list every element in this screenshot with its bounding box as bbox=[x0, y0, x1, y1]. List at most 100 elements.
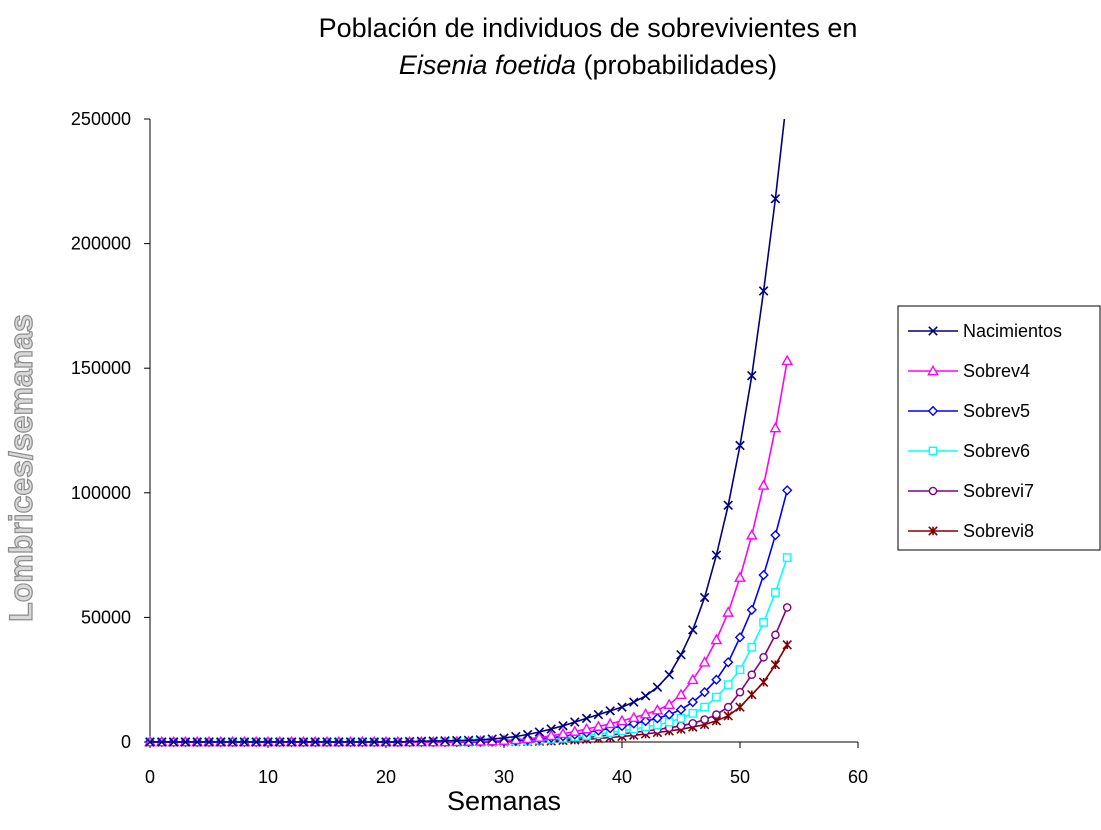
x-tick-label: 30 bbox=[494, 767, 514, 787]
data-point bbox=[640, 691, 651, 701]
data-point bbox=[735, 440, 745, 451]
chart-title-suffix: (probabilidades) bbox=[576, 50, 777, 80]
data-point bbox=[605, 706, 615, 716]
data-point bbox=[699, 686, 710, 698]
chart-title-species: Eisenia foetida bbox=[399, 50, 576, 80]
data-point bbox=[698, 656, 711, 667]
data-point bbox=[782, 640, 792, 650]
data-point bbox=[664, 709, 675, 720]
data-point bbox=[652, 682, 663, 692]
data-point bbox=[723, 702, 733, 712]
y-ticks: 0 50000 100000 150000 200000 250000 bbox=[71, 109, 150, 752]
data-point bbox=[357, 737, 368, 747]
data-point bbox=[758, 569, 769, 581]
data-point bbox=[145, 737, 155, 747]
data-point bbox=[404, 736, 415, 747]
data-point bbox=[652, 713, 663, 724]
data-point bbox=[771, 630, 780, 640]
data-point bbox=[216, 737, 226, 747]
data-point bbox=[168, 737, 179, 747]
data-point bbox=[651, 703, 664, 715]
chart-title-line2: Eisenia foetida (probabilidades) bbox=[399, 50, 777, 80]
x-ticks: 0 10 20 30 40 50 60 bbox=[145, 742, 868, 787]
data-point bbox=[545, 729, 558, 741]
data-point bbox=[310, 737, 320, 747]
data-point bbox=[604, 717, 617, 729]
data-point bbox=[452, 735, 462, 746]
y-tick-label: 50000 bbox=[81, 607, 131, 627]
data-point bbox=[676, 713, 686, 723]
series-line bbox=[150, 360, 788, 743]
legend-item: Sobrev5 bbox=[908, 401, 1030, 421]
data-point bbox=[723, 680, 733, 690]
data-point bbox=[770, 529, 781, 541]
legend-item: Sobrev6 bbox=[908, 441, 1030, 461]
x-axis-title: Semanas bbox=[447, 786, 561, 816]
data-point bbox=[581, 713, 592, 724]
data-point bbox=[712, 692, 721, 702]
data-point bbox=[192, 737, 202, 747]
data-point bbox=[428, 736, 438, 746]
data-point bbox=[639, 707, 652, 719]
data-point bbox=[734, 632, 746, 643]
legend-label: Sobrev4 bbox=[963, 361, 1030, 381]
data-point bbox=[629, 697, 639, 707]
legend: Nacimientos Sobrev4 Sobrev5 Sobrev6 Sobrevi7… bbox=[897, 305, 1101, 551]
data-point bbox=[286, 737, 297, 747]
legend-label: Sobrevi8 bbox=[963, 521, 1034, 541]
data-point bbox=[521, 732, 534, 744]
legend-swatch-marker bbox=[928, 486, 938, 496]
data-point bbox=[746, 604, 757, 616]
data-point bbox=[735, 702, 745, 712]
data-point bbox=[180, 737, 191, 747]
data-point bbox=[676, 650, 686, 660]
data-point bbox=[440, 735, 450, 746]
data-point bbox=[688, 708, 698, 718]
data-point bbox=[334, 737, 344, 747]
data-point bbox=[239, 737, 250, 747]
data-point bbox=[711, 674, 722, 685]
data-point bbox=[734, 571, 746, 582]
data-point bbox=[711, 550, 722, 560]
series-sobrev5 bbox=[144, 485, 793, 748]
legend-label: Sobrevi7 bbox=[963, 481, 1034, 501]
series-sobrev4 bbox=[144, 354, 794, 747]
data-point bbox=[770, 659, 781, 670]
data-point bbox=[570, 717, 580, 727]
data-point bbox=[769, 421, 782, 433]
series-nacimientos bbox=[145, 119, 786, 747]
y-tick-label: 250000 bbox=[71, 109, 131, 129]
data-point bbox=[723, 657, 734, 668]
data-point bbox=[157, 737, 167, 747]
data-point bbox=[758, 286, 769, 296]
chart-title-line1: Población de individuos de sobreviviente… bbox=[319, 13, 858, 43]
legend-label: Sobrev6 bbox=[963, 441, 1030, 461]
data-point bbox=[204, 737, 214, 747]
data-point bbox=[686, 673, 699, 685]
data-point bbox=[592, 720, 605, 731]
data-point bbox=[745, 529, 758, 540]
x-tick-label: 0 bbox=[145, 767, 155, 787]
data-point bbox=[723, 500, 733, 511]
data-point bbox=[770, 193, 781, 204]
series-line bbox=[150, 119, 786, 743]
y-tick-label: 150000 bbox=[71, 358, 131, 378]
data-point bbox=[533, 731, 546, 742]
y-tick-label: 100000 bbox=[71, 483, 131, 503]
data-point bbox=[757, 479, 770, 490]
data-point bbox=[546, 724, 556, 734]
legend-swatch-marker bbox=[927, 364, 939, 376]
data-point bbox=[699, 592, 710, 603]
legend-swatch-marker bbox=[928, 326, 938, 336]
data-point bbox=[759, 652, 768, 662]
data-point bbox=[593, 709, 604, 720]
x-tick-label: 10 bbox=[258, 767, 278, 787]
legend-label: Nacimientos bbox=[963, 321, 1062, 341]
data-point bbox=[782, 603, 792, 612]
data-point bbox=[580, 722, 593, 734]
data-point bbox=[251, 737, 261, 747]
data-point bbox=[710, 633, 723, 645]
data-point bbox=[700, 702, 710, 712]
data-point bbox=[275, 737, 285, 747]
